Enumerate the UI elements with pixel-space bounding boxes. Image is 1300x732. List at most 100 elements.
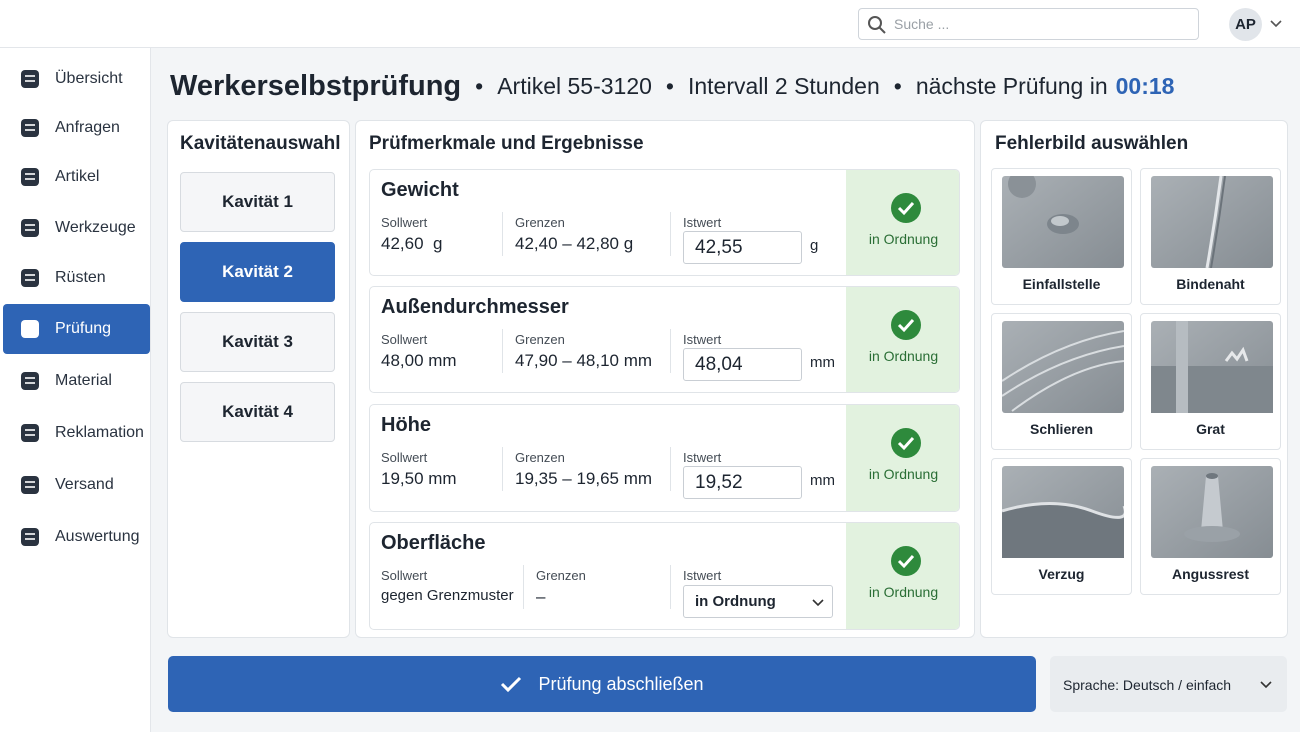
nav-item[interactable]: Artikel [3,152,150,202]
limits-label: Grenzen [515,450,565,465]
cavity-title: Kavitätenauswahl [180,133,341,154]
limits-label: Grenzen [515,215,565,230]
submit-label: Prüfung abschließen [538,673,704,694]
cavity-button[interactable]: Kavität 2 [180,242,335,302]
divider [502,212,503,256]
nav-item[interactable]: Anfragen [3,103,150,153]
interval: Intervall 2 Stunden [687,72,880,99]
submit-button[interactable]: Prüfung abschließen [168,656,1036,712]
divider [670,329,671,373]
search-box[interactable]: Suche ... [858,8,1199,40]
defect-label: Verzug [1038,566,1085,582]
setpoint-value: 48,00 mm [381,351,457,370]
defect-label: Angussrest [1171,566,1250,582]
nav-item[interactable]: Prüfung [3,304,150,354]
nav-item[interactable]: Übersicht [3,54,150,104]
user-chevron[interactable] [1270,19,1282,29]
status-box: in Ordnung [846,170,959,275]
limits-value: – [536,587,546,606]
language-select[interactable]: Sprache: Deutsch / einfach [1050,656,1287,712]
status-icon [891,193,921,223]
avatar[interactable]: AP [1229,8,1262,41]
select-chevron [812,599,824,607]
check-name: Oberfläche [381,532,486,554]
defect-label: Grat [1196,421,1225,437]
nav-label: Übersicht [55,70,123,87]
dot: • [665,72,674,99]
nav-icon [21,372,39,390]
defect-card[interactable]: Bindenaht [1140,168,1281,305]
dot: • [475,72,484,99]
nav-item[interactable]: Reklamation [3,408,150,458]
status-label: in Ordnung [868,584,939,600]
defect-card[interactable]: Angussrest [1140,458,1281,595]
defect-image [1002,321,1124,413]
search-placeholder: Suche ... [894,16,950,32]
actual-input[interactable]: 48,04 [683,348,802,381]
check-name: Außendurchmesser [381,296,569,318]
checks-title: Prüfmerkmale und Ergebnisse [369,133,644,154]
language-label: Sprache: Deutsch / einfach [1063,677,1232,693]
actual-select[interactable]: in Ordnung [683,585,833,618]
setpoint-label: Sollwert [381,215,428,230]
limits-label: Grenzen [515,332,565,347]
status-label: in Ordnung [868,466,939,482]
setpoint-label: Sollwert [381,568,428,583]
nav-item[interactable]: Auswertung [3,512,150,562]
cavity-button[interactable]: Kavität 4 [180,382,335,442]
divider [502,329,503,373]
status-box: in Ordnung [846,523,959,629]
search-icon [868,16,886,34]
divider [670,447,671,491]
defect-label: Einfallstelle [1022,276,1101,292]
nav-label: Anfragen [55,119,120,136]
status-box: in Ordnung [846,287,959,392]
divider [502,447,503,491]
nav-label: Prüfung [55,320,112,337]
limits-value: 42,40 – 42,80 g [515,234,634,253]
defect-card[interactable]: Einfallstelle [991,168,1132,305]
limits-value: 47,90 – 48,10 mm [515,351,653,370]
defect-card[interactable]: Schlieren [991,313,1132,450]
nav-item[interactable]: Rüsten [3,253,150,303]
setpoint-label: Sollwert [381,450,428,465]
defect-image [1151,466,1273,558]
actual-label: Istwert [683,215,722,230]
setpoint-value: 19,50 mm [381,469,457,488]
dot: • [893,72,902,99]
cavity-button[interactable]: Kavität 3 [180,312,335,372]
nav-label: Werkzeuge [55,219,136,236]
setpoint-value: 42,60 g [381,234,443,253]
check-row: Außendurchmesser Sollwert 48,00 mm Grenzen 4… [369,286,960,393]
status-label: in Ordnung [868,231,939,247]
limits-value: 19,35 – 19,65 mm [515,469,653,488]
actual-unit: g [810,237,819,254]
defects-title: Fehlerbild auswählen [995,133,1189,154]
status-icon [891,428,921,458]
divider [523,565,524,609]
actual-value: in Ordnung [695,593,776,610]
defect-card[interactable]: Grat [1140,313,1281,450]
setpoint-value: gegen Grenzmuster [381,587,514,604]
check-row: Höhe Sollwert 19,50 mm Grenzen 19,35 – 19,65… [369,404,960,512]
nav-label: Rüsten [55,269,106,286]
status-label: in Ordnung [868,348,939,364]
nav-icon [21,219,39,237]
nav-item[interactable]: Werkzeuge [3,203,150,253]
nav-icon [21,476,39,494]
nav-item[interactable]: Material [3,356,150,406]
divider [670,212,671,256]
nav-icon [21,424,39,442]
check-icon [501,676,522,693]
nav-item[interactable]: Versand [3,460,150,510]
cavity-button[interactable]: Kavität 1 [180,172,335,232]
defect-image [1002,176,1124,268]
limits-label: Grenzen [536,568,586,583]
defect-card[interactable]: Verzug [991,458,1132,595]
article: Artikel 55-3120 [497,72,652,99]
actual-input[interactable]: 42,55 [683,231,802,264]
actual-input[interactable]: 19,52 [683,466,802,499]
next-label: nächste Prüfung in [915,72,1108,99]
nav-icon [21,528,39,546]
